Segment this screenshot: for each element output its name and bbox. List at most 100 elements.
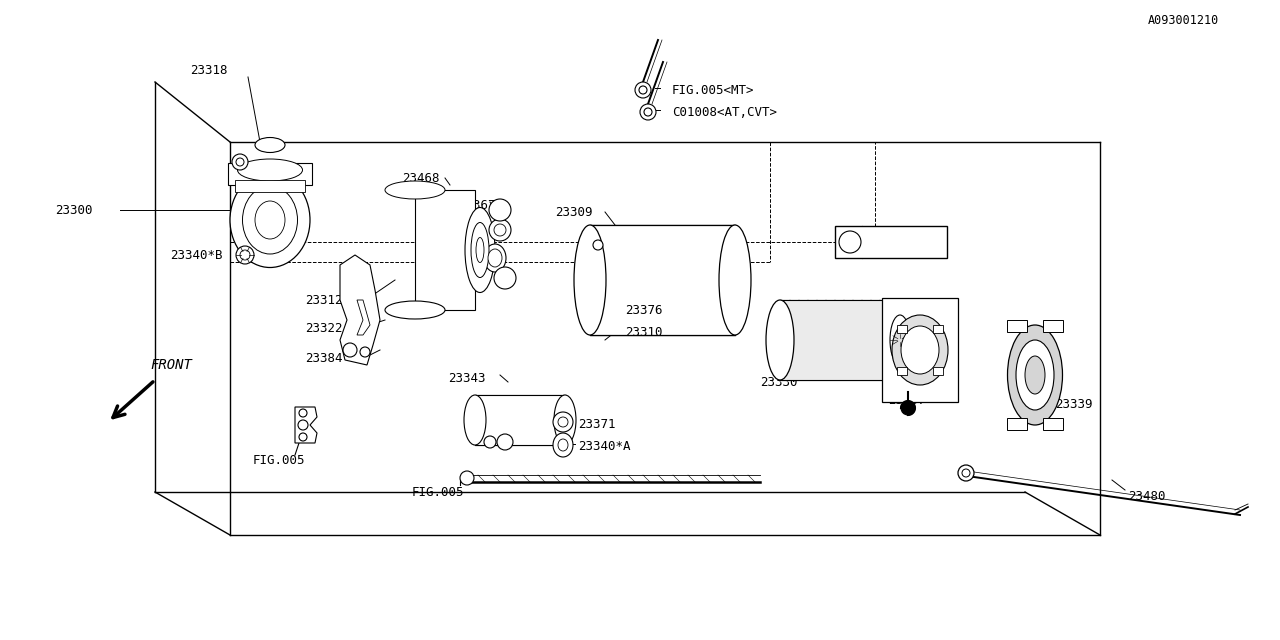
Bar: [1043, 418, 1062, 430]
Text: 23340*B: 23340*B: [170, 248, 223, 262]
Circle shape: [963, 469, 970, 477]
Ellipse shape: [558, 417, 568, 427]
Polygon shape: [357, 300, 370, 335]
Ellipse shape: [573, 225, 605, 335]
Ellipse shape: [465, 395, 486, 445]
Text: 23367: 23367: [458, 198, 495, 211]
Bar: [897, 367, 908, 375]
Text: 23480: 23480: [1128, 490, 1166, 504]
Ellipse shape: [1025, 356, 1044, 394]
Circle shape: [497, 434, 513, 450]
Bar: [236, 180, 305, 192]
Ellipse shape: [558, 439, 568, 451]
Text: 23330: 23330: [760, 376, 797, 388]
Text: FRONT: FRONT: [150, 358, 192, 372]
Text: 1: 1: [846, 237, 854, 247]
Ellipse shape: [385, 181, 445, 199]
Ellipse shape: [890, 315, 910, 365]
Text: 23343: 23343: [448, 371, 485, 385]
Ellipse shape: [385, 301, 445, 319]
Text: 23309: 23309: [556, 205, 593, 218]
Ellipse shape: [465, 207, 495, 292]
Text: 23318: 23318: [189, 63, 228, 77]
Circle shape: [838, 231, 861, 253]
Ellipse shape: [719, 225, 751, 335]
Bar: [933, 324, 942, 333]
Circle shape: [484, 436, 497, 448]
Ellipse shape: [242, 186, 297, 254]
Text: 23371: 23371: [579, 419, 616, 431]
Circle shape: [236, 158, 244, 166]
Bar: [590, 225, 735, 335]
Ellipse shape: [471, 223, 489, 278]
Circle shape: [343, 343, 357, 357]
Ellipse shape: [484, 244, 506, 272]
Text: 23300: 23300: [55, 204, 92, 216]
Circle shape: [298, 420, 308, 430]
Circle shape: [489, 199, 511, 221]
Ellipse shape: [1007, 325, 1062, 425]
Circle shape: [957, 465, 974, 481]
Circle shape: [901, 401, 915, 415]
Text: 23376: 23376: [625, 303, 663, 317]
Circle shape: [494, 267, 516, 289]
Ellipse shape: [255, 138, 285, 152]
Text: FIG.005: FIG.005: [412, 486, 465, 499]
Ellipse shape: [238, 159, 302, 181]
Ellipse shape: [765, 300, 794, 380]
Text: FIG.005: FIG.005: [253, 454, 306, 467]
Ellipse shape: [489, 219, 511, 241]
Text: A093001210: A093001210: [1148, 13, 1220, 26]
Circle shape: [644, 108, 652, 116]
Ellipse shape: [494, 224, 506, 236]
Ellipse shape: [255, 201, 285, 239]
Text: FIG.005<MT>: FIG.005<MT>: [672, 83, 754, 97]
Ellipse shape: [230, 173, 310, 268]
Bar: [882, 298, 957, 402]
Bar: [1007, 320, 1027, 332]
Text: 1: 1: [502, 273, 508, 283]
Bar: [228, 163, 312, 185]
Text: 23322: 23322: [305, 321, 343, 335]
Text: 23468: 23468: [402, 172, 439, 184]
Text: 23339: 23339: [1055, 399, 1093, 412]
Circle shape: [639, 86, 646, 94]
Ellipse shape: [488, 249, 502, 267]
Bar: [933, 367, 942, 375]
Ellipse shape: [901, 326, 940, 374]
Circle shape: [635, 82, 652, 98]
Bar: [1007, 418, 1027, 430]
Text: 23312: 23312: [305, 294, 343, 307]
Bar: [897, 324, 908, 333]
Polygon shape: [340, 255, 380, 365]
Ellipse shape: [553, 433, 573, 457]
Text: 23351: 23351: [870, 236, 910, 248]
Bar: [780, 300, 900, 380]
Text: 23384: 23384: [305, 351, 343, 365]
Circle shape: [640, 104, 657, 120]
Circle shape: [232, 154, 248, 170]
Circle shape: [300, 433, 307, 441]
Text: 23337: 23337: [888, 394, 925, 406]
Ellipse shape: [886, 300, 914, 380]
Circle shape: [241, 250, 250, 260]
Circle shape: [236, 246, 253, 264]
Circle shape: [360, 347, 370, 357]
Circle shape: [460, 471, 474, 485]
Bar: [415, 190, 475, 310]
Polygon shape: [294, 407, 317, 443]
Text: 23310: 23310: [625, 326, 663, 339]
Ellipse shape: [476, 237, 484, 262]
Circle shape: [593, 240, 603, 250]
Ellipse shape: [1016, 340, 1053, 410]
Circle shape: [300, 409, 307, 417]
Ellipse shape: [892, 315, 948, 385]
Bar: [475, 395, 564, 445]
Bar: [1043, 320, 1062, 332]
Ellipse shape: [554, 395, 576, 445]
Bar: [835, 226, 947, 258]
Text: C01008<AT,CVT>: C01008<AT,CVT>: [672, 106, 777, 118]
Text: 23340*A: 23340*A: [579, 440, 631, 452]
Ellipse shape: [553, 412, 573, 432]
Text: 1: 1: [497, 205, 503, 215]
